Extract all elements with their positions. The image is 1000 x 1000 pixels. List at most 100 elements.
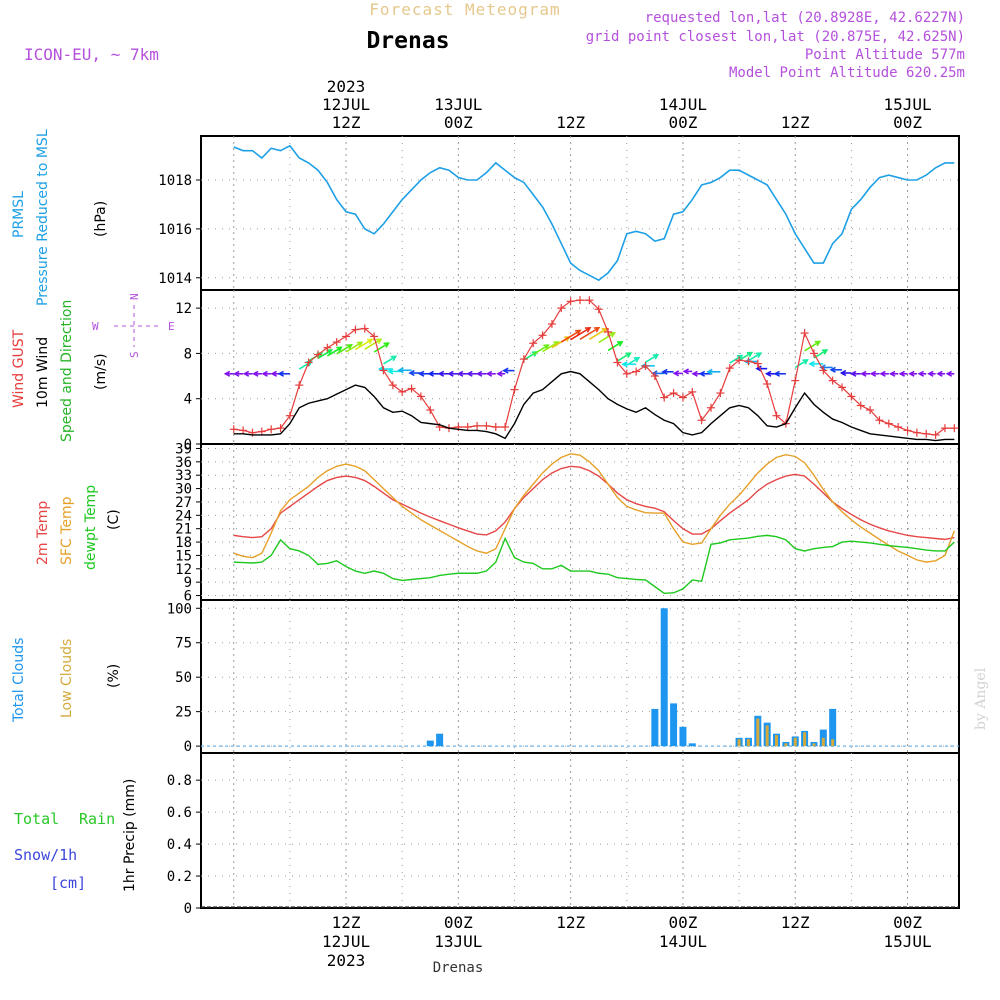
footer-location: Drenas [433, 960, 484, 976]
wind-arrow [755, 365, 768, 372]
wind-arrow-head [367, 338, 374, 345]
top-time-label: 12JUL [322, 95, 370, 114]
wind-arrow-head [773, 370, 780, 377]
wind-arrow [698, 370, 712, 377]
wind-arrow [447, 370, 459, 377]
y-tick-label: 33 [175, 468, 192, 484]
wind-arrow [621, 361, 637, 368]
gust-marker [735, 356, 744, 365]
gust-marker [463, 423, 472, 432]
gust-marker [529, 339, 538, 348]
gust-marker [379, 366, 388, 375]
gust-marker [360, 324, 369, 333]
gust-marker [473, 421, 482, 430]
wind-arrow-shaft [804, 340, 821, 352]
top-time-label: 00Z [444, 113, 473, 132]
wind-arrow [738, 351, 754, 362]
total-clouds-label: Total Clouds [11, 638, 27, 723]
y-tick-label: 100 [167, 601, 192, 617]
wind-arrow-head [417, 370, 425, 377]
gust-marker [332, 338, 341, 347]
bottom-time-label: 00Z [668, 913, 697, 932]
gust-marker [866, 406, 875, 415]
temp-labels: 2m Temp SFC Temp dewpt Temp (C) [35, 485, 122, 570]
gust-marker [922, 429, 931, 438]
wind-arrow-head [927, 370, 934, 377]
bottom-time-label: 12Z [556, 913, 585, 932]
wind-arrow-head [475, 370, 483, 377]
requested-coords: requested lon,lat (20.8928E, 42.6227N) [645, 10, 965, 26]
gust-marker [856, 401, 865, 410]
chart-title: Forecast Meteogram [369, 0, 560, 19]
gust-marker [772, 411, 781, 420]
gust-marker [791, 376, 800, 385]
wind-arrow [261, 370, 272, 377]
top-time-label: 12Z [556, 113, 585, 132]
top-time-label: 15JUL [883, 95, 931, 114]
wind-arrow-shaft [336, 344, 352, 355]
low-cloud-bar [775, 735, 779, 747]
wind-arrow-shaft [607, 341, 623, 352]
y-tick-label: 27 [175, 495, 192, 511]
wind-arrow-head [584, 327, 592, 333]
gust-marker [426, 406, 435, 415]
wind-arrow-shaft [588, 328, 608, 340]
y-tick-label: 1016 [158, 222, 192, 238]
wind-arrow-head [383, 342, 390, 348]
low-cloud-bar [793, 737, 797, 747]
wind-arrow [560, 329, 582, 343]
gust-marker [875, 416, 884, 425]
low-cloud-bar [756, 718, 760, 747]
gust-marker [604, 327, 613, 336]
gust-marker [547, 319, 556, 328]
gust-marker [538, 331, 547, 340]
gust-marker [557, 304, 566, 313]
wind-arrow-head [839, 369, 847, 377]
panel-frame [200, 289, 960, 445]
wind-arrow [466, 370, 478, 377]
wind-direction-label: Speed and Direction [59, 300, 75, 442]
gust-line [233, 299, 955, 436]
y-tick-label: 0.6 [167, 805, 192, 821]
wind-arrow-head [277, 370, 284, 377]
wind-arrow-shaft [532, 344, 549, 356]
prmsl-label: PRMSL [11, 191, 27, 238]
wind-arrow-head [466, 370, 473, 377]
gust-marker [884, 419, 893, 428]
precip-labels: Total Rain Snow/1h [cm] 1hr Precip (mm) [14, 779, 138, 892]
snow-label: Snow/1h [14, 846, 77, 864]
gust-marker [753, 359, 762, 368]
wind-arrow [829, 366, 843, 373]
wind-arrow-head [270, 370, 277, 377]
wind-arrow [898, 370, 908, 377]
wind-arrow [345, 341, 364, 353]
sfc-temp-line [233, 453, 955, 563]
y-tick-label: 36 [175, 455, 192, 471]
gust-marker [809, 349, 818, 358]
wind-arrow-head [233, 370, 240, 377]
snow-unit-label: [cm] [50, 874, 86, 892]
wind-arrow [661, 368, 674, 375]
wind-arrow [570, 327, 592, 341]
wind-arrow-head [609, 331, 616, 338]
y-tick-label: 8 [184, 346, 192, 362]
gust-marker [482, 421, 491, 430]
y-tick-label: 1018 [158, 173, 192, 189]
wind-arrow-head [252, 370, 259, 377]
wind-arrow-head [746, 351, 754, 358]
wind-arrow-head [879, 370, 886, 377]
wind-arrow [277, 370, 290, 377]
top-time-label: 14JUL [659, 95, 707, 114]
gust-marker [632, 367, 641, 376]
model-altitude: Model Point Altitude 620.25m [729, 65, 965, 81]
y-tick-label: 0 [184, 739, 192, 755]
wind-arrow [496, 370, 506, 377]
compass-s: S [128, 351, 141, 358]
wind-arrow-head [427, 370, 434, 377]
wind-arrow-head [672, 370, 680, 377]
gust-marker [697, 416, 706, 425]
wind-arrow [485, 370, 496, 377]
wind-arrow-head [336, 346, 343, 353]
wind-arrow [888, 370, 899, 377]
wind-arrow-head [223, 370, 231, 377]
